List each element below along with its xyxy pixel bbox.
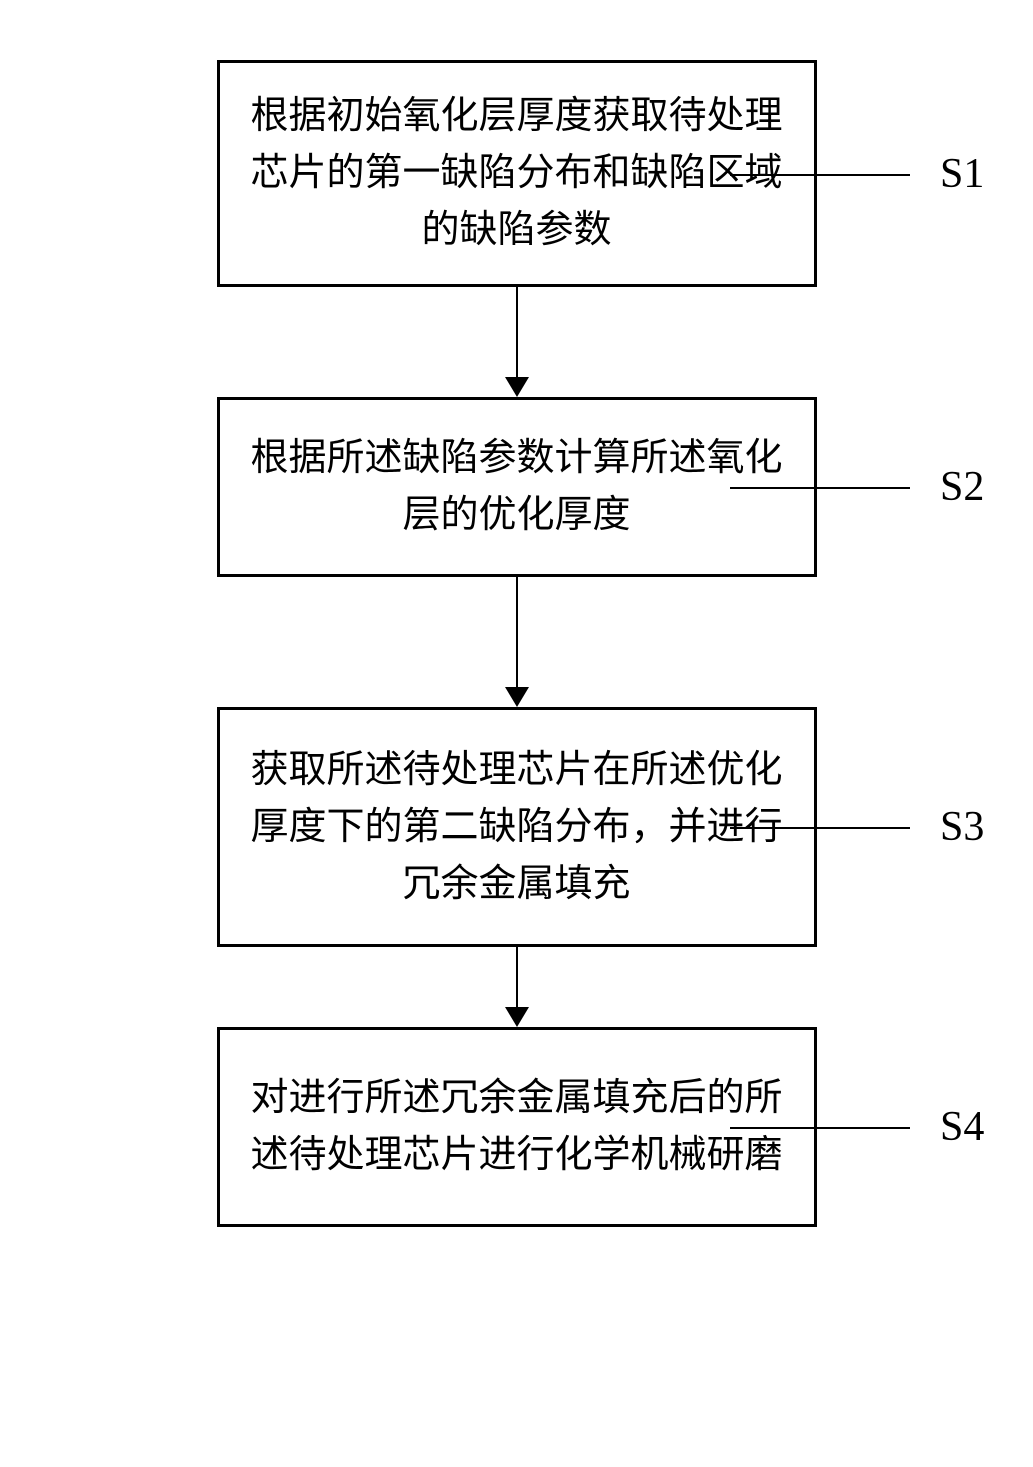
step-text: 根据所述缺陷参数计算所述氧化层的优化厚度 — [250, 430, 784, 544]
arrow-2 — [505, 577, 529, 707]
flowchart-container: 根据初始氧化层厚度获取待处理芯片的第一缺陷分布和缺陷区域的缺陷参数 S1 根据所… — [40, 60, 993, 1227]
step-label-2: S2 — [940, 463, 984, 511]
step-box-4: 对进行所述冗余金属填充后的所述待处理芯片进行化学机械研磨 — [217, 1027, 817, 1227]
arrow-1 — [505, 287, 529, 397]
label-connector — [730, 827, 910, 829]
step-label-4: S4 — [940, 1103, 984, 1151]
step-label-3: S3 — [940, 803, 984, 851]
step-row-2: 根据所述缺陷参数计算所述氧化层的优化厚度 S2 — [40, 397, 993, 577]
step-box-2: 根据所述缺陷参数计算所述氧化层的优化厚度 — [217, 397, 817, 577]
step-row-4: 对进行所述冗余金属填充后的所述待处理芯片进行化学机械研磨 S4 — [40, 1027, 993, 1227]
arrow-head — [505, 687, 529, 707]
step-row-1: 根据初始氧化层厚度获取待处理芯片的第一缺陷分布和缺陷区域的缺陷参数 S1 — [40, 60, 993, 287]
step-text: 对进行所述冗余金属填充后的所述待处理芯片进行化学机械研磨 — [250, 1070, 784, 1184]
step-text: 根据初始氧化层厚度获取待处理芯片的第一缺陷分布和缺陷区域的缺陷参数 — [250, 88, 784, 259]
arrow-line — [516, 577, 518, 687]
arrow-3 — [505, 947, 529, 1027]
step-row-3: 获取所述待处理芯片在所述优化厚度下的第二缺陷分布，并进行冗余金属填充 S3 — [40, 707, 993, 947]
step-box-1: 根据初始氧化层厚度获取待处理芯片的第一缺陷分布和缺陷区域的缺陷参数 — [217, 60, 817, 287]
label-connector — [730, 174, 910, 176]
arrow-head — [505, 1007, 529, 1027]
arrow-line — [516, 287, 518, 377]
label-connector — [730, 1127, 910, 1129]
arrow-line — [516, 947, 518, 1007]
step-label-1: S1 — [940, 150, 984, 198]
label-connector — [730, 487, 910, 489]
step-box-3: 获取所述待处理芯片在所述优化厚度下的第二缺陷分布，并进行冗余金属填充 — [217, 707, 817, 947]
step-text: 获取所述待处理芯片在所述优化厚度下的第二缺陷分布，并进行冗余金属填充 — [250, 742, 784, 913]
arrow-head — [505, 377, 529, 397]
